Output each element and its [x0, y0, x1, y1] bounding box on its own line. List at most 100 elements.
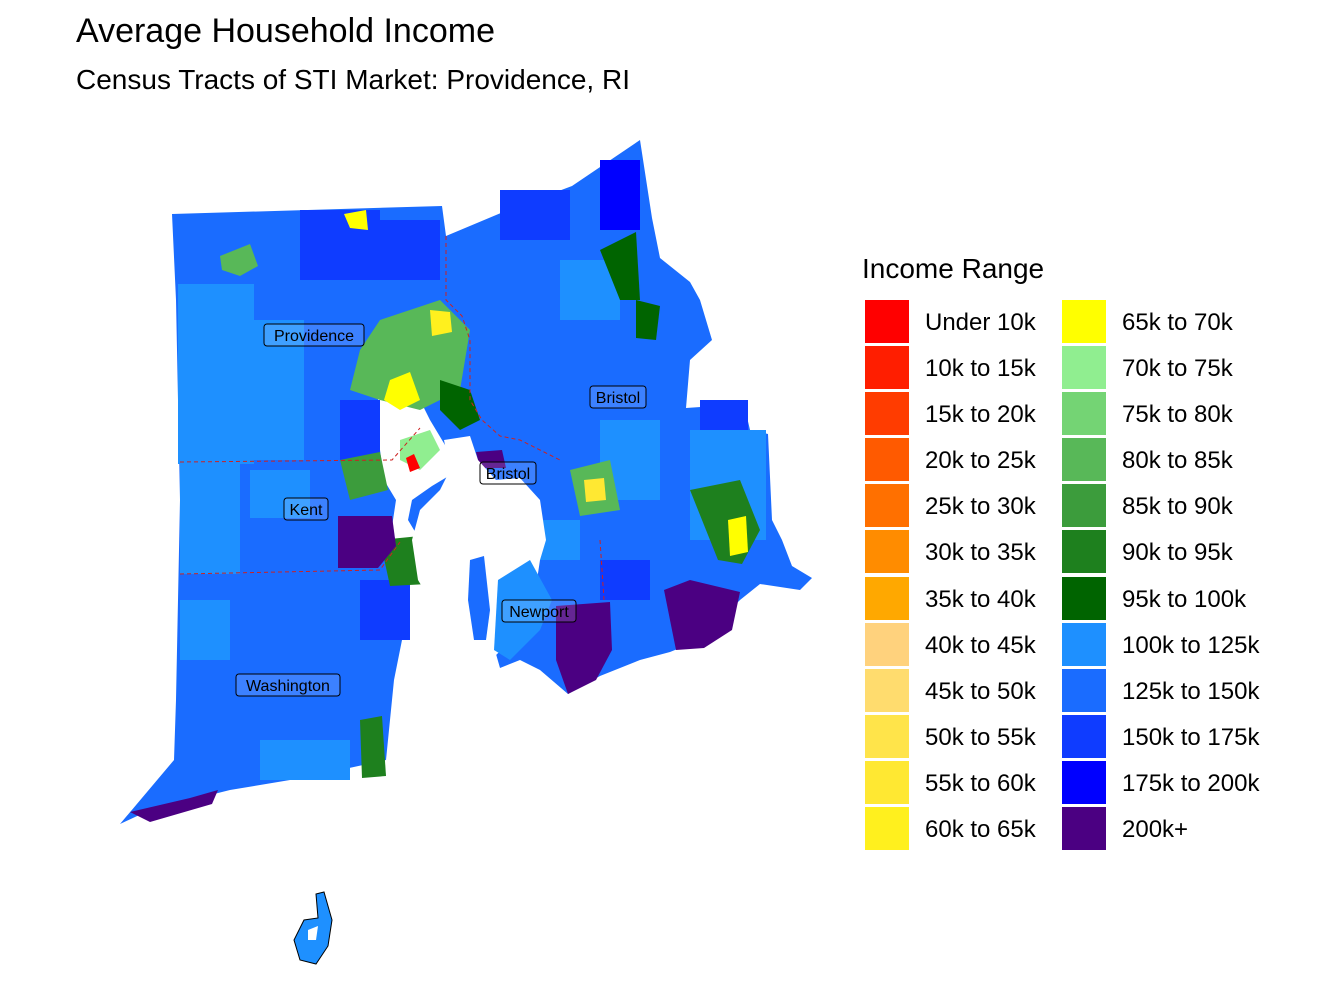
tract-yellow-1	[384, 372, 420, 410]
tract-yellow-3	[344, 210, 368, 230]
county-label-bristol-north: Bristol	[589, 385, 647, 409]
map-title: Average Household Income	[76, 12, 495, 50]
county-label-newport: Newport	[501, 599, 577, 623]
tract-purple-4	[130, 790, 218, 822]
legend-swatch	[1062, 576, 1106, 620]
tract-dark-5	[340, 400, 380, 460]
legend-title: Income Range	[862, 253, 1045, 284]
legend-label: 10k to 15k	[925, 355, 1036, 383]
svg-text:Kent: Kent	[290, 502, 323, 519]
legend-label: 80k to 85k	[1122, 447, 1233, 475]
providence-urban-core	[220, 210, 480, 500]
legend-swatch	[1062, 438, 1106, 482]
legend-swatch	[865, 484, 909, 528]
tract-green-6	[636, 300, 660, 340]
svg-text:Newport: Newport	[509, 604, 569, 621]
tract-light-4	[180, 600, 230, 660]
tract-light-5	[250, 470, 310, 518]
county-label-washington: Washington	[235, 673, 341, 697]
aquidneck-island	[494, 560, 552, 660]
legend-swatch	[865, 760, 909, 804]
tract-purple-2	[556, 602, 612, 694]
county-boundaries	[179, 236, 605, 601]
conanicut-island	[468, 556, 490, 640]
legend-swatch	[865, 392, 909, 436]
legend-label: 55k to 60k	[925, 769, 1036, 797]
legend-label: 45k to 50k	[925, 677, 1036, 705]
tract-dark-8	[700, 400, 748, 430]
legend-label: 35k to 40k	[925, 585, 1036, 613]
tract-yellow-4	[728, 516, 748, 556]
legend-label: 30k to 35k	[925, 539, 1036, 567]
block-island-pond	[308, 926, 318, 940]
tract-dark-7	[600, 560, 650, 600]
tract-dark-6	[360, 580, 410, 640]
legend-label: 175k to 200k	[1122, 769, 1260, 797]
legend-label: 85k to 90k	[1122, 493, 1233, 521]
legend-swatch	[1062, 346, 1106, 390]
legend-swatch	[865, 346, 909, 390]
tract-light-6	[260, 740, 350, 780]
legend-label: 15k to 20k	[925, 401, 1036, 429]
legend-label: 50k to 55k	[925, 723, 1036, 751]
legend-swatch	[1062, 807, 1106, 851]
legend-label: 75k to 80k	[1122, 401, 1233, 429]
legend-swatch	[1062, 714, 1106, 758]
legend-label: 100k to 125k	[1122, 631, 1260, 659]
svg-text:Bristol: Bristol	[596, 390, 640, 407]
legend-swatch	[1062, 760, 1106, 804]
tract-light-1	[178, 284, 254, 464]
legend-swatch	[865, 576, 909, 620]
legend-label: 200k+	[1122, 816, 1189, 844]
tract-red-1	[406, 454, 420, 472]
legend-swatch	[865, 714, 909, 758]
tract-dark-2	[380, 220, 440, 280]
svg-text:Washington: Washington	[246, 678, 330, 695]
legend-swatch	[865, 622, 909, 666]
legend-label: 25k to 30k	[925, 493, 1036, 521]
county-label-kent: Kent	[283, 497, 329, 521]
county-label-bristol-center: Bristol	[479, 461, 537, 485]
tract-yellow-2	[430, 310, 452, 336]
tract-purple-1	[338, 516, 396, 568]
legend-label: 65k to 70k	[1122, 309, 1233, 336]
tract-yellow-5	[584, 478, 606, 502]
legend-swatch	[1062, 530, 1106, 574]
map-subtitle: Census Tracts of STI Market: Providence,…	[76, 64, 630, 95]
legend-swatch	[865, 300, 909, 343]
legend-label: Under 10k	[925, 309, 1036, 336]
svg-text:Bristol: Bristol	[486, 466, 530, 483]
tract-green-3	[220, 244, 258, 276]
tract-light-2	[254, 320, 304, 460]
tract-green-4	[340, 452, 388, 500]
legend-swatch	[865, 807, 909, 851]
legend-swatch	[1062, 484, 1106, 528]
legend-swatch	[1062, 668, 1106, 712]
tract-light-green-1	[400, 430, 440, 470]
legend-label: 60k to 65k	[925, 816, 1036, 844]
tract-dark-3	[500, 190, 570, 240]
tract-purple-5	[476, 450, 506, 468]
legend-label: 20k to 25k	[925, 447, 1036, 475]
legend-label: 125k to 150k	[1122, 677, 1260, 705]
tract-dark-1	[300, 210, 380, 280]
tract-green-5	[600, 232, 640, 300]
legend-label: 70k to 75k	[1122, 355, 1233, 383]
legend-swatch	[865, 530, 909, 574]
tract-light-3	[180, 464, 240, 574]
legend-label: 150k to 175k	[1122, 723, 1260, 751]
legend-swatch	[865, 668, 909, 712]
tract-purple-3	[664, 580, 740, 650]
legend-label: 40k to 45k	[925, 631, 1036, 659]
tract-dark-4	[600, 160, 640, 230]
tract-green-10	[360, 716, 386, 778]
legend-swatch	[865, 438, 909, 482]
legend-swatch	[1062, 300, 1106, 343]
county-label-providence: Providence	[263, 323, 365, 347]
legend-label: 95k to 100k	[1122, 585, 1247, 613]
legend-label: 90k to 95k	[1122, 539, 1233, 567]
legend-swatch	[1062, 392, 1106, 436]
svg-text:Providence: Providence	[274, 328, 354, 345]
legend-swatch	[1062, 622, 1106, 666]
